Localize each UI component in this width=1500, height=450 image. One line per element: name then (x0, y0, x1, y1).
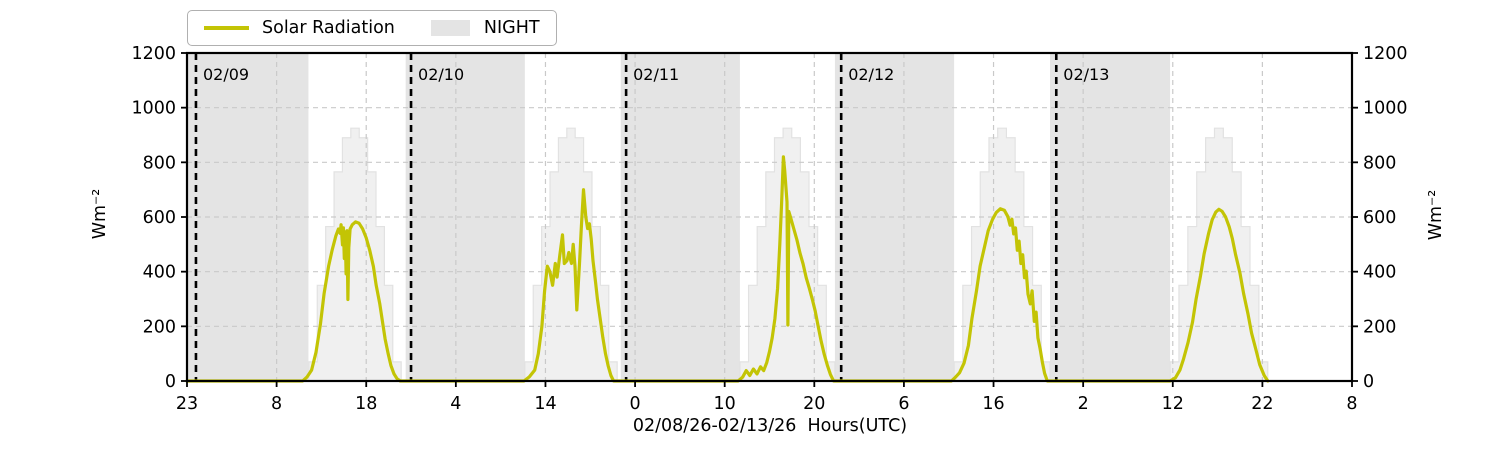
x-tick-label: 8 (1346, 394, 1357, 414)
date-annotation: 02/11 (633, 65, 679, 84)
x-tick-label: 4 (450, 394, 461, 414)
y-tick-label-left: 600 (143, 208, 176, 228)
date-annotation: 02/13 (1063, 65, 1109, 84)
y-axis-label-right: Wm⁻² (1426, 189, 1446, 241)
y-tick-label-right: 600 (1363, 208, 1396, 228)
y-axis-label-left: Wm⁻² (90, 188, 110, 240)
legend-label-night: NIGHT (483, 18, 540, 38)
y-tick-label-left: 200 (143, 317, 176, 337)
x-tick-label: 23 (176, 394, 198, 414)
x-tick-label: 8 (271, 394, 282, 414)
x-tick-label: 6 (898, 394, 909, 414)
y-tick-label-right: 200 (1363, 317, 1396, 337)
x-tick-label: 20 (803, 394, 825, 414)
y-tick-label-left: 400 (143, 263, 176, 283)
legend-night-swatch (430, 20, 470, 36)
solar-radiation-line (185, 155, 1270, 383)
y-tick-label-right: 1200 (1363, 44, 1408, 64)
y-tick-label-right: 1000 (1363, 99, 1408, 119)
clear-sky-silhouette (953, 127, 1051, 382)
legend: Solar Radiation NIGHT (187, 10, 557, 46)
x-tick-label: 18 (355, 394, 377, 414)
x-tick-label: 2 (1078, 394, 1089, 414)
date-lines: 02/09 02/10 02/11 02/12 02/13 (194, 53, 1109, 381)
x-tick-label: 10 (714, 394, 736, 414)
x-tick-label: 14 (534, 394, 556, 414)
solar-radiation-series (185, 155, 1270, 383)
x-tick-label: 22 (1251, 394, 1273, 414)
legend-line-swatch (204, 26, 249, 30)
y-tick-label-left: 0 (165, 372, 176, 392)
y-tick-label-left: 1200 (131, 44, 176, 64)
x-tick-label: 12 (1162, 394, 1184, 414)
date-annotation: 02/09 (203, 65, 249, 84)
legend-label-solar-radiation: Solar Radiation (262, 18, 395, 38)
y-tick-label-right: 800 (1363, 153, 1396, 173)
x-tick-label: 0 (630, 394, 641, 414)
y-tick-label-right: 400 (1363, 263, 1396, 283)
date-annotation: 02/10 (418, 65, 464, 84)
y-tick-label-right: 0 (1363, 372, 1374, 392)
y-tick-label-left: 800 (143, 153, 176, 173)
x-axis-label: 02/08/26-02/13/26 Hours(UTC) (632, 416, 908, 436)
date-annotation: 02/12 (848, 65, 894, 84)
y-tick-label-left: 1000 (131, 99, 176, 119)
x-tick-label: 16 (982, 394, 1004, 414)
